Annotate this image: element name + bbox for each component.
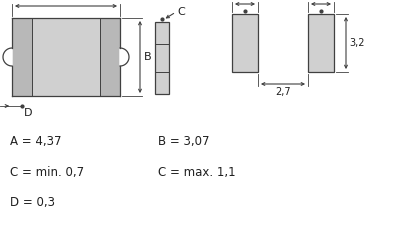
Text: 1,5: 1,5 bbox=[313, 0, 329, 1]
Bar bbox=[232, 14, 258, 72]
Bar bbox=[12, 18, 120, 96]
Text: 1,5: 1,5 bbox=[237, 0, 253, 1]
Bar bbox=[155, 22, 169, 94]
Bar bbox=[308, 14, 334, 72]
Text: C = min. 0,7: C = min. 0,7 bbox=[10, 166, 84, 179]
Text: A = 4,37: A = 4,37 bbox=[10, 135, 62, 148]
Text: B = 3,07: B = 3,07 bbox=[158, 135, 210, 148]
Text: 2,7: 2,7 bbox=[275, 87, 291, 97]
Text: C: C bbox=[177, 7, 185, 17]
Bar bbox=[12, 18, 32, 96]
Bar bbox=[100, 18, 120, 96]
Text: B: B bbox=[144, 52, 152, 62]
Text: D = 0,3: D = 0,3 bbox=[10, 196, 55, 210]
Polygon shape bbox=[3, 48, 12, 66]
Text: C = max. 1,1: C = max. 1,1 bbox=[158, 166, 236, 179]
Text: A: A bbox=[62, 0, 70, 2]
Text: 3,2: 3,2 bbox=[349, 38, 364, 48]
Polygon shape bbox=[120, 48, 129, 66]
Text: D: D bbox=[24, 108, 32, 118]
